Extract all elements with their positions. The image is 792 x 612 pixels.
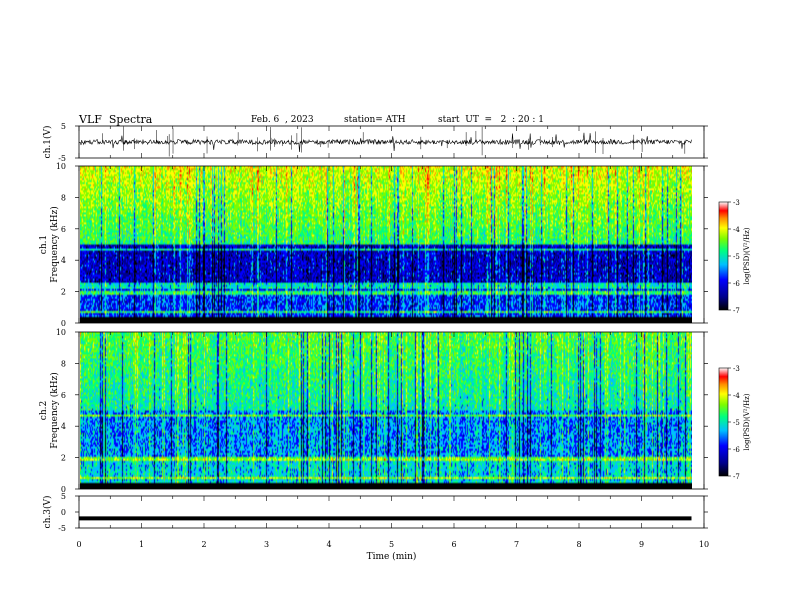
trace-ch1 — [78, 132, 692, 152]
y-tick-label: 4 — [61, 256, 66, 265]
x-tick-label: 6 — [451, 540, 456, 549]
colorbar-ch1 — [718, 201, 729, 311]
colorbar-tick-label: -5 — [733, 419, 740, 427]
y-axis-label: ch.1(V) — [42, 126, 53, 159]
station-label: station= ATH — [344, 115, 406, 125]
spectrogram-ch2 — [80, 332, 692, 489]
y-tick-label: 10 — [56, 328, 66, 337]
colorbar-ch2 — [718, 367, 729, 477]
plot-title: VLF Spectra — [79, 113, 153, 126]
y-tick-label: 6 — [61, 391, 66, 400]
y-tick-label: 10 — [56, 162, 66, 171]
colorbar-tick-label: -6 — [733, 280, 740, 288]
y-tick-label: 5 — [61, 122, 66, 131]
y-tick-label: 6 — [61, 225, 66, 234]
y-tick-label: -5 — [58, 524, 66, 533]
y-tick-label: 8 — [61, 359, 66, 368]
x-tick-label: 5 — [389, 540, 394, 549]
colorbar-tick-label: -7 — [733, 473, 740, 481]
colorbar-tick-label: -3 — [733, 365, 740, 373]
colorbar-tick-label: -6 — [733, 446, 740, 454]
x-tick-label: 8 — [576, 540, 581, 549]
y-tick-label: 8 — [61, 193, 66, 202]
x-tick-label: 3 — [264, 540, 269, 549]
y-tick-label: 0 — [61, 485, 66, 494]
colorbar-label: log(PSD)(V²/Hz) — [743, 227, 751, 284]
spectrogram-ch1 — [80, 166, 692, 323]
colorbar-tick-label: -5 — [733, 253, 740, 261]
x-tick-label: 0 — [76, 540, 81, 549]
y-tick-label: 2 — [61, 454, 66, 463]
x-tick-label: 1 — [139, 540, 144, 549]
colorbar-tick-label: -4 — [733, 226, 740, 234]
colorbar-tick-label: -7 — [733, 307, 740, 315]
x-tick-label: 4 — [326, 540, 331, 549]
start-time-label: start UT = 2 : 20 : 1 — [438, 115, 544, 125]
y-tick-label: 0 — [61, 319, 66, 328]
x-tick-label: 2 — [201, 540, 206, 549]
y-tick-label: 4 — [61, 422, 66, 431]
x-axis-label: Time (min) — [367, 551, 417, 562]
y-tick-label: 2 — [61, 288, 66, 297]
x-tick-label: 9 — [639, 540, 644, 549]
colorbar-label: log(PSD)(V²/Hz) — [743, 393, 751, 450]
x-tick-label: 10 — [699, 540, 709, 549]
colorbar-tick-label: -3 — [733, 199, 740, 207]
y-tick-label: 0 — [61, 508, 66, 517]
x-tick-label: 7 — [514, 540, 519, 549]
y-axis-label: ch.2 — [39, 401, 49, 420]
y-axis-label: ch.1 — [39, 235, 49, 254]
colorbar-tick-label: -4 — [733, 392, 740, 400]
date-label: Feb. 6 , 2023 — [251, 115, 314, 125]
y-axis-label: Frequency (kHz) — [49, 206, 60, 283]
y-tick-label: -5 — [58, 154, 66, 163]
y-axis-label: Frequency (kHz) — [49, 372, 60, 449]
y-tick-label: 5 — [61, 492, 66, 501]
y-axis-label: ch.3(V) — [42, 496, 53, 529]
